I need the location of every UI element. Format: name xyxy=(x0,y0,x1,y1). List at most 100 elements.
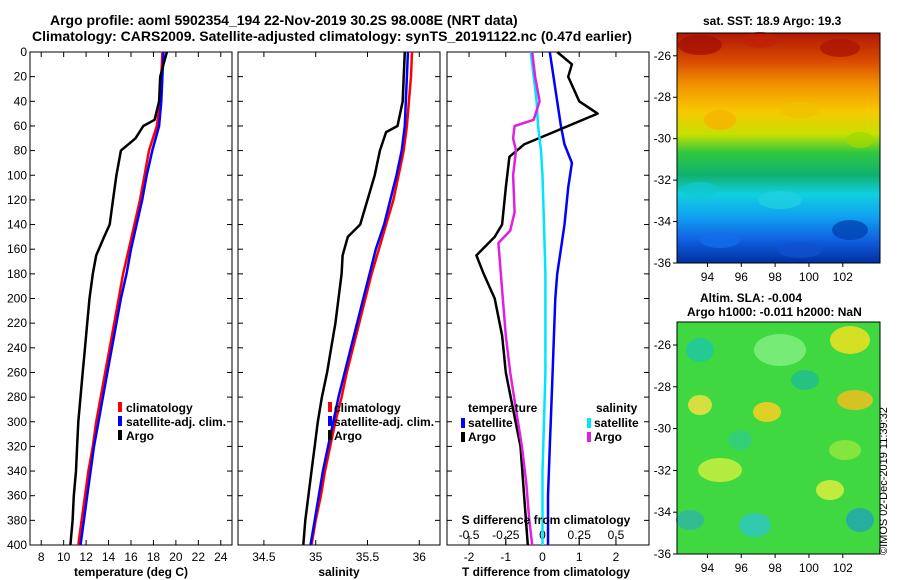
map-x-tick-label: 98 xyxy=(768,270,782,284)
sla-texture xyxy=(837,390,873,410)
y-tick-label: 340 xyxy=(7,464,27,478)
x-tick-label: 24 xyxy=(214,550,228,564)
map-x-tick-label: 94 xyxy=(701,561,715,575)
legend-swatch-climatology xyxy=(328,402,332,412)
x-tick-label: 20 xyxy=(169,550,183,564)
s-difference-x-label: S difference from climatology xyxy=(462,513,631,527)
series-line-argo xyxy=(69,51,169,546)
map-x-tick-label: 96 xyxy=(735,270,749,284)
y-tick-label: 220 xyxy=(7,316,27,330)
legend-label-t-argo: Argo xyxy=(468,430,496,444)
x-tick-label: 34.5 xyxy=(252,550,276,564)
y-tick-label: 360 xyxy=(7,489,27,503)
y-tick-label: 80 xyxy=(14,144,28,158)
y-tick-label: 240 xyxy=(7,341,27,355)
legend-label-satellite: satellite-adj. clim. xyxy=(334,415,434,429)
y-tick-label: 60 xyxy=(14,119,28,133)
legend-swatch-t-satellite xyxy=(461,418,465,428)
x-tick-label: 1 xyxy=(576,550,583,564)
map-y-tick-label: -30 xyxy=(654,132,672,146)
x-tick-label: 16 xyxy=(124,550,138,564)
map-y-tick-label: -26 xyxy=(654,49,672,63)
difference-legend-temperature: temperature satellite Argo xyxy=(461,401,538,444)
y-tick-label: 380 xyxy=(7,513,27,527)
s-tick-label: -0.25 xyxy=(492,528,520,542)
y-tick-label: 200 xyxy=(7,292,27,306)
map-y-tick-label: -36 xyxy=(654,547,672,561)
series-line-satellite-adj-clim- xyxy=(79,51,165,546)
sla-texture xyxy=(754,334,806,366)
series-line-climatology xyxy=(310,51,414,546)
sla-texture xyxy=(791,370,819,390)
sst-texture xyxy=(742,32,778,48)
sst-texture xyxy=(704,110,736,130)
legend-swatch-climatology xyxy=(118,402,122,412)
y-tick-label: 100 xyxy=(7,168,27,182)
sla-map-title: Altim. SLA: -0.004 xyxy=(700,291,803,305)
series-line-s-satellite xyxy=(529,51,547,545)
sst-texture xyxy=(700,232,740,248)
sla-texture xyxy=(676,510,704,530)
y-tick-label: 40 xyxy=(14,94,28,108)
y-tick-label: 280 xyxy=(7,390,27,404)
x-tick-label: 14 xyxy=(102,550,116,564)
map-y-tick-label: -26 xyxy=(654,338,672,352)
y-tick-label: 320 xyxy=(7,439,27,453)
x-tick-label: -2 xyxy=(464,550,475,564)
title-line-1: Argo profile: aoml 5902354_194 22-Nov-20… xyxy=(50,12,518,28)
sla-texture xyxy=(753,402,781,422)
sla-texture xyxy=(846,508,874,532)
legend-label-climatology: climatology xyxy=(126,401,193,415)
sla-map-subtitle: Argo h1000: -0.011 h2000: NaN xyxy=(687,305,862,319)
x-tick-label: 12 xyxy=(79,550,93,564)
sla-texture xyxy=(830,326,870,354)
sla-texture xyxy=(829,440,861,460)
legend-label-climatology: climatology xyxy=(334,401,401,415)
y-tick-label: 120 xyxy=(7,193,27,207)
x-tick-label: 35.5 xyxy=(356,550,380,564)
legend-swatch-satellite xyxy=(328,416,332,426)
temperature-legend: climatology satellite-adj. clim. Argo xyxy=(118,401,226,443)
legend-swatch-argo xyxy=(328,430,332,440)
legend-swatch-satellite xyxy=(118,416,122,426)
sst-map-frame xyxy=(676,32,881,264)
map-y-tick-label: -34 xyxy=(654,505,672,519)
x-tick-label: 8 xyxy=(38,550,45,564)
sst-texture xyxy=(758,191,802,209)
y-tick-label: 20 xyxy=(14,70,28,84)
imos-timestamp: ©IMOS 02-Dec-2019 11:39:32 xyxy=(878,407,890,555)
map-y-tick-label: -32 xyxy=(654,173,672,187)
s-tick-label: -0.5 xyxy=(459,528,480,542)
sst-texture xyxy=(832,220,868,240)
temperature-x-label: temperature (deg C) xyxy=(74,565,188,579)
difference-legend-salinity: salinity satellite Argo xyxy=(587,401,639,444)
sst-texture xyxy=(780,102,820,118)
title-line-2: Climatology: CARS2009. Satellite-adjuste… xyxy=(32,28,632,44)
legend-swatch-argo xyxy=(118,430,122,440)
legend-label-s-satellite: satellite xyxy=(594,416,639,430)
series-line-s-argo xyxy=(497,51,541,546)
legend-label-argo: Argo xyxy=(334,429,362,443)
map-y-tick-label: -30 xyxy=(654,422,672,436)
series-line-climatology xyxy=(77,51,164,546)
x-tick-label: -1 xyxy=(500,550,511,564)
sst-texture xyxy=(682,182,718,198)
map-x-tick-label: 102 xyxy=(833,270,853,284)
y-tick-label: 300 xyxy=(7,415,27,429)
sst-texture xyxy=(820,39,860,57)
legend-label-s-argo: Argo xyxy=(594,430,622,444)
y-tick-label: 140 xyxy=(7,218,27,232)
sst-map-title: sat. SST: 18.9 Argo: 19.3 xyxy=(703,14,842,28)
legend-label-satellite: satellite-adj. clim. xyxy=(126,415,226,429)
legend-swatch-t-argo xyxy=(461,432,465,442)
sla-map-frame xyxy=(676,321,881,555)
x-tick-label: 36 xyxy=(413,550,427,564)
map-y-tick-label: -28 xyxy=(654,380,672,394)
x-tick-label: 22 xyxy=(192,550,206,564)
y-tick-label: 260 xyxy=(7,365,27,379)
